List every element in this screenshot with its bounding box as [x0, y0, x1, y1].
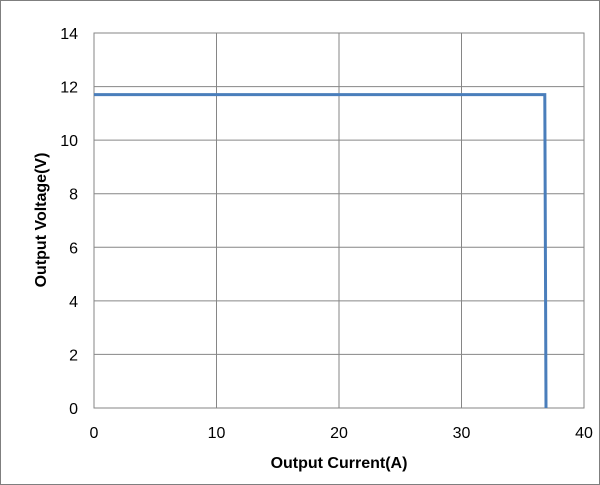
x-tick-label: 20 [330, 425, 348, 442]
x-tick-label: 10 [208, 425, 226, 442]
y-tick-label: 0 [69, 401, 78, 418]
y-tick-label: 12 [60, 80, 78, 97]
y-tick-label: 4 [69, 294, 78, 311]
y-tick-label: 6 [69, 240, 78, 257]
x-tick-label: 0 [90, 425, 99, 442]
horizontal-gridlines [94, 86, 584, 355]
y-tick-label: 14 [60, 26, 78, 43]
y-tick-label: 8 [69, 187, 78, 204]
series-line [94, 93, 548, 409]
x-axis-tick-labels: 0 10 20 30 40 [90, 425, 593, 442]
y-axis-title: Output Voltage(V) [33, 153, 50, 288]
y-tick-label: 2 [69, 347, 78, 364]
x-axis-title: Output Current(A) [271, 455, 408, 472]
y-axis-tick-labels: 0 2 4 6 8 10 12 14 [60, 26, 78, 418]
series-layer [94, 93, 548, 409]
y-tick-label: 10 [60, 133, 78, 150]
x-tick-label: 30 [453, 425, 471, 442]
x-tick-label: 40 [575, 425, 593, 442]
